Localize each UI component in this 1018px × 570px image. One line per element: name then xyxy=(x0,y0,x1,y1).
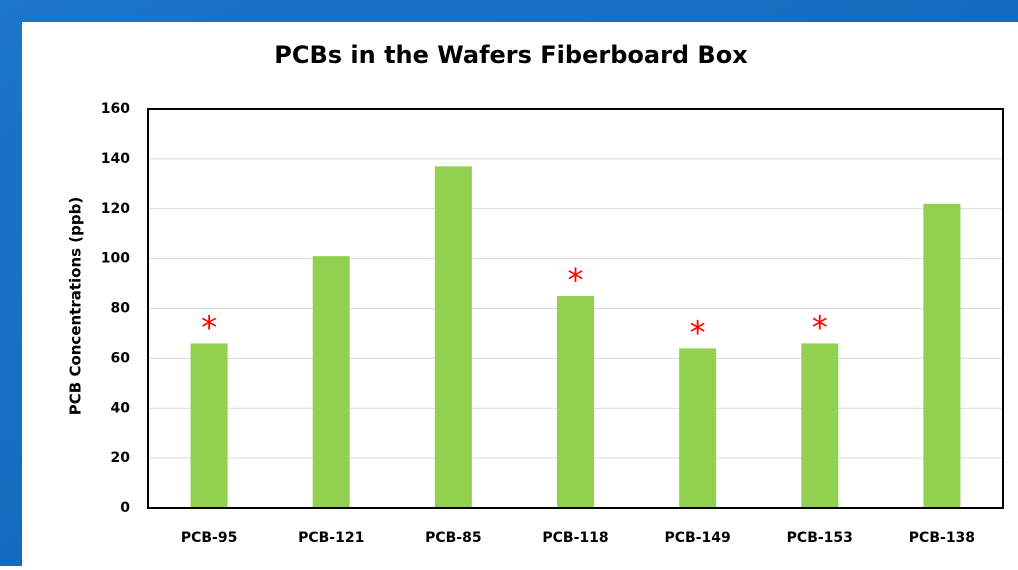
y-tick-label: 100 xyxy=(101,251,130,267)
annotation: * xyxy=(812,308,828,346)
x-tick-label: PCB-95 xyxy=(181,530,238,546)
x-tick-label: PCB-138 xyxy=(909,530,975,546)
bar xyxy=(312,256,350,508)
y-tick-label: 120 xyxy=(101,201,130,217)
x-tick-label: PCB-153 xyxy=(787,530,853,546)
chart-title: PCBs in the Wafers Fiberboard Box xyxy=(274,41,748,69)
bar xyxy=(190,343,228,508)
annotation: * xyxy=(690,313,706,351)
x-tick-label: PCB-121 xyxy=(298,530,364,546)
y-axis-label: PCB Concentrations (ppb) xyxy=(67,197,85,415)
y-tick-label: 20 xyxy=(111,450,131,466)
plot-border xyxy=(147,108,1004,509)
x-tick-label: PCB-149 xyxy=(665,530,731,546)
bar xyxy=(434,166,472,508)
y-tick-label: 140 xyxy=(101,151,130,167)
annotation: * xyxy=(568,261,584,299)
y-tick-label: 40 xyxy=(111,400,131,416)
x-tick-label: PCB-118 xyxy=(542,530,608,546)
panel xyxy=(22,22,1018,566)
annotation: * xyxy=(201,308,217,346)
y-tick-label: 80 xyxy=(111,301,131,317)
bar xyxy=(679,348,717,508)
y-tick-label: 0 xyxy=(120,500,130,516)
x-tick-label: PCB-85 xyxy=(425,530,482,546)
bar xyxy=(923,203,961,508)
bar xyxy=(801,343,839,508)
bar xyxy=(557,296,594,508)
y-tick-label: 160 xyxy=(101,101,130,117)
y-tick-label: 60 xyxy=(111,350,131,366)
